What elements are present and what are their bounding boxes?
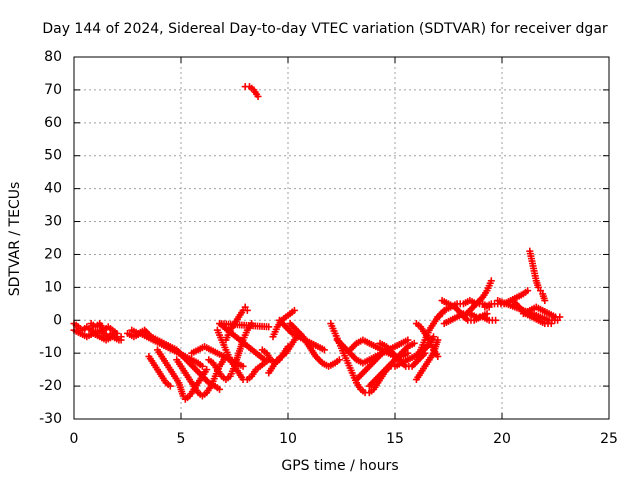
chart-title: Day 144 of 2024, Sidereal Day-to-day VTE…	[42, 21, 608, 37]
data-point	[335, 356, 343, 364]
y-tick-label: 50	[44, 148, 62, 164]
y-tick-label: -20	[39, 378, 62, 394]
data-point	[239, 362, 247, 370]
data-point	[487, 277, 495, 285]
x-tick-label: 0	[70, 431, 79, 447]
x-tick-label: 15	[386, 431, 404, 447]
x-tick-label: 5	[177, 431, 186, 447]
data-point	[524, 287, 532, 295]
data-point	[492, 316, 500, 324]
y-tick-label: 60	[44, 115, 62, 131]
points-layer	[70, 83, 564, 403]
data-point	[166, 382, 174, 390]
x-tick-label: 10	[279, 431, 297, 447]
y-tick-label: 10	[44, 279, 62, 295]
y-tick-label: -30	[39, 411, 62, 427]
data-point	[541, 297, 549, 305]
data-point	[556, 313, 564, 321]
y-tick-label: 80	[44, 49, 62, 65]
grid-layer	[74, 57, 609, 419]
data-point	[260, 356, 268, 364]
x-tick-label: 25	[600, 431, 618, 447]
ticks-layer: 0 5 10 15 20 25 -30 -20 -10 0 10 20 30 40 50 60 70 80	[39, 49, 618, 447]
data-point	[117, 336, 125, 344]
data-point	[404, 349, 412, 357]
data-point	[216, 385, 224, 393]
data-point	[434, 336, 442, 344]
plot-frame	[73, 56, 610, 420]
y-axis-label: SDTVAR / TECUs	[7, 182, 23, 297]
data-point	[430, 333, 438, 341]
data-point	[320, 346, 328, 354]
y-tick-label: 0	[53, 312, 62, 328]
data-point	[434, 352, 442, 360]
y-tick-label: 30	[44, 214, 62, 230]
y-tick-label: 40	[44, 181, 62, 197]
data-point	[198, 362, 206, 370]
data-point	[410, 339, 418, 347]
data-point	[254, 92, 262, 100]
data-point	[203, 366, 211, 374]
data-point	[547, 320, 555, 328]
x-axis-label: GPS time / hours	[281, 458, 398, 474]
x-tick-label: 20	[493, 431, 511, 447]
data-point	[284, 343, 292, 351]
y-tick-label: -10	[39, 345, 62, 361]
data-point	[290, 306, 298, 314]
data-point	[113, 329, 121, 337]
y-tick-label: 70	[44, 82, 62, 98]
data-point	[404, 336, 412, 344]
y-tick-label: 20	[44, 246, 62, 262]
data-point	[243, 306, 251, 314]
